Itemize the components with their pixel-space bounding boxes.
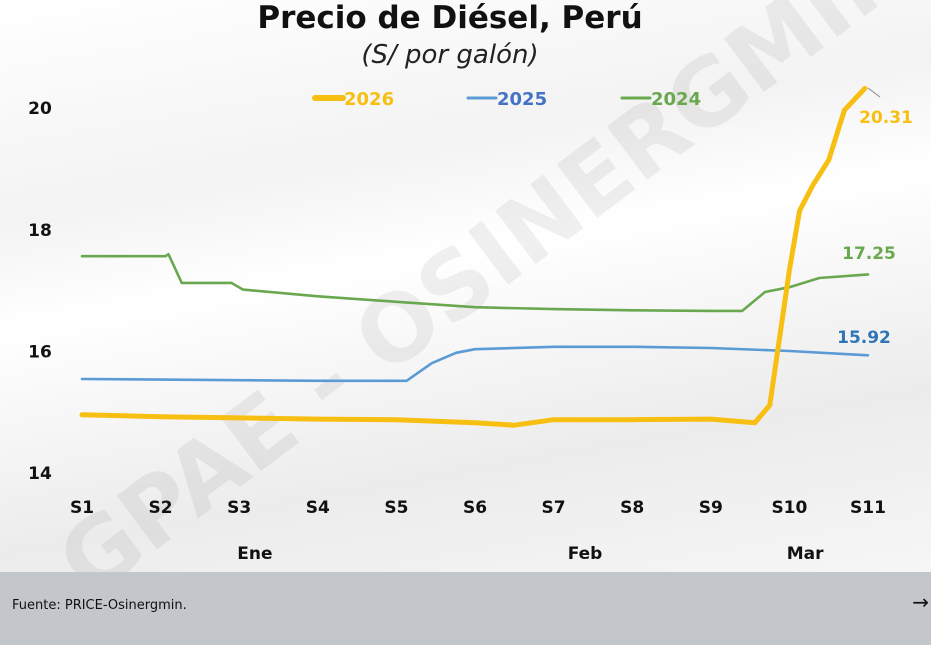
month-label: Ene xyxy=(237,544,272,564)
x-tick-label: S10 xyxy=(771,498,807,518)
series-line-2026 xyxy=(79,85,868,428)
legend-label-2025: 2025 xyxy=(497,89,547,110)
series-line-2024 xyxy=(80,253,870,313)
x-tick-label: S8 xyxy=(620,498,644,518)
chart-title: Precio de Diésel, Perú xyxy=(257,0,643,36)
month-label: Feb xyxy=(568,544,603,564)
leader-line xyxy=(867,87,881,98)
x-tick-label: S5 xyxy=(384,498,408,518)
month-label: Mar xyxy=(787,544,824,564)
series-line-2025 xyxy=(80,345,870,383)
chart-subtitle: (S/ por galón) xyxy=(361,40,539,70)
y-tick-label: 18 xyxy=(28,221,52,241)
chart-background xyxy=(0,0,931,572)
x-tick-label: S1 xyxy=(70,498,94,518)
x-tick-label: S4 xyxy=(306,498,330,518)
x-tick-label: S2 xyxy=(149,498,173,518)
source-note: Fuente: PRICE-Osinergmin. xyxy=(12,598,187,613)
y-tick-label: 20 xyxy=(28,99,52,119)
end-label-2025: 15.92 xyxy=(837,328,891,348)
x-tick-label: S6 xyxy=(463,498,487,518)
footer: Fuente: PRICE-Osinergmin. → xyxy=(0,572,931,645)
x-tick-label: S3 xyxy=(227,498,251,518)
legend-label-2024: 2024 xyxy=(651,89,701,110)
y-tick-label: 14 xyxy=(28,464,52,484)
x-tick-label: S11 xyxy=(850,498,886,518)
x-tick-label: S9 xyxy=(699,498,723,518)
legend-label-2026: 2026 xyxy=(344,89,394,110)
y-tick-label: 16 xyxy=(28,342,52,362)
arrow-right-icon[interactable]: → xyxy=(912,590,929,614)
x-tick-label: S7 xyxy=(542,498,566,518)
end-label-2024: 17.25 xyxy=(842,244,896,264)
end-label-2026: 20.31 xyxy=(859,108,913,128)
